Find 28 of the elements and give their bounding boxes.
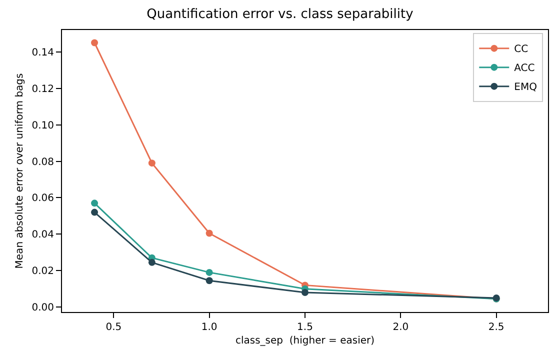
point xyxy=(148,258,156,266)
point xyxy=(302,289,308,296)
y-tick-label: 0.02 xyxy=(32,266,54,278)
point xyxy=(206,268,213,276)
x-axis-title: class_sep (higher = easier) xyxy=(235,336,375,346)
y-tick-label: 0.14 xyxy=(32,47,54,58)
y-axis-title: Mean absolute error over uniform bags xyxy=(14,73,26,269)
legend-label: ACC xyxy=(514,63,535,74)
point xyxy=(206,277,213,284)
x-tick-label: 0.5 xyxy=(106,322,122,333)
legend-label: EMQ xyxy=(514,82,538,94)
point xyxy=(148,160,156,167)
x-tick-label: 1.5 xyxy=(297,322,313,333)
point xyxy=(91,208,98,216)
x-tick-label: 2.0 xyxy=(392,322,409,333)
point xyxy=(91,200,98,207)
point xyxy=(91,39,98,46)
legend-label: CC xyxy=(514,44,528,56)
point xyxy=(206,230,213,237)
y-tick-label: 0.12 xyxy=(32,84,54,95)
y-tick-label: 0.08 xyxy=(32,156,54,168)
y-tick-label: 0.04 xyxy=(32,230,54,241)
y-tick-label: 0.00 xyxy=(32,302,54,314)
x-tick-label: 1.0 xyxy=(201,322,218,333)
chart-title: Quantification error vs. class separability xyxy=(146,7,414,22)
y-tick-label: 0.10 xyxy=(32,120,54,132)
x-tick-label: 2.5 xyxy=(488,322,504,333)
y-tick-label: 0.06 xyxy=(32,193,54,204)
